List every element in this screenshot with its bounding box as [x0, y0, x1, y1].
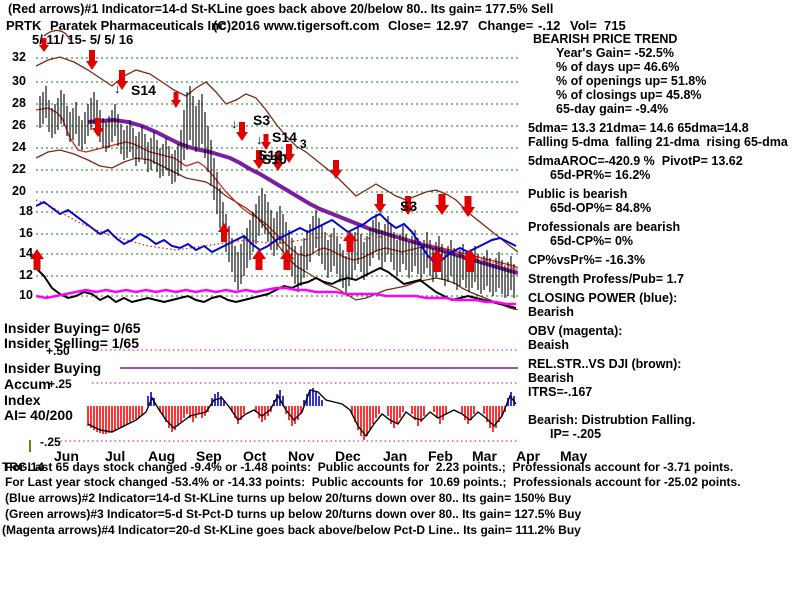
x-tick-dec: Dec	[335, 448, 361, 464]
stat-years-gain: Year's Gain= -52.5%	[556, 46, 674, 60]
y-tick-18: 18	[19, 204, 33, 218]
ip-line: IP= -.205	[550, 427, 602, 441]
bollinger-upper-band	[36, 56, 518, 253]
signal-label-1: S3	[253, 112, 270, 128]
insider-buying-accum-line2: Accum	[4, 376, 51, 392]
signal-label-6: S3	[400, 198, 417, 214]
y-tick-32: 32	[12, 50, 26, 64]
trg-overlay-label: TRG.14	[2, 460, 45, 474]
insider-buying-accum-line1: Insider Buying	[4, 360, 102, 376]
obv-label: OBV (magenta):	[528, 324, 623, 338]
professional-sentiment-line: Professionals are bearish	[528, 220, 681, 234]
signal-label-5: S10	[262, 151, 287, 167]
header-pointer-curve	[43, 29, 73, 43]
cp-vs-pr-line: CP%vsPr%= -16.3%	[528, 253, 646, 267]
bottom-line-indicator-2: (Blue arrows)#2 Indicator=14-d St-KLine …	[5, 491, 572, 505]
itrs-line: ITRS=-.167	[528, 385, 593, 399]
level-label-plus-50: +.50	[46, 344, 70, 358]
ma-21-day-line	[36, 107, 518, 269]
y-tick-16: 16	[19, 226, 33, 240]
y-tick-12: 12	[19, 268, 33, 282]
signal-arrow-glyph-2: ↓	[256, 132, 263, 147]
signal-label-2: S14	[272, 129, 297, 145]
x-tick-oct: Oct	[243, 448, 267, 464]
bottom-line-indicator-3: (Green arrows)#3 Indicator=5-d St-Pct-D …	[5, 507, 582, 521]
y-tick-28: 28	[12, 96, 26, 110]
bottom-line-lastyear: For Last year stock changed -53.4% or -1…	[5, 475, 741, 489]
y-tick-22: 22	[12, 162, 26, 176]
y-tick-24: 24	[12, 140, 26, 154]
signal-label-0: S14	[131, 82, 156, 98]
ai-ratio-label: AI= 40/200	[4, 407, 73, 423]
signal-arrow-glyph-1: ↓	[231, 116, 238, 131]
x-tick-feb: Feb	[428, 448, 453, 464]
x-tick-may: May	[560, 448, 588, 464]
header-close-value: 12.97	[436, 18, 469, 33]
insider-buying-count: Insider Buying= 0/65	[4, 320, 141, 336]
obv-value: Beaish	[528, 338, 569, 352]
signal-arrows-red-sell	[30, 38, 478, 272]
x-tick-mar: Mar	[472, 448, 497, 464]
insider-selling-count: Insider Selling= 1/65	[4, 335, 140, 351]
header-ticker: PRTK	[6, 18, 42, 33]
signal-arrow-glyph-0: ↓	[114, 81, 121, 96]
header-indicator-line: (Red arrows)#1 Indicator=14-d St-KLine g…	[8, 2, 554, 16]
y-tick-20: 20	[12, 184, 26, 198]
level-label-plus-25: +.25	[48, 377, 72, 391]
obv-black-line	[36, 266, 517, 309]
signal-labels-group: S14 S3 S14 3 S12 S10 S3 ↓ ↓ ↓	[114, 81, 417, 214]
y-tick-14: 14	[19, 246, 33, 260]
x-tick-sep: Sep	[196, 448, 222, 464]
aroc-pivot-line: 5dmaAROC=-420.9 % PivotP= 13.62	[528, 154, 743, 168]
header-change-label: Change=	[478, 18, 534, 33]
rel-strength-label: REL.STR..VS DJI (brown):	[528, 357, 682, 371]
x-tick-jan: Jan	[383, 448, 408, 464]
stat-openings-up: % of openings up= 51.8%	[556, 74, 707, 88]
signal-label-4: S12	[258, 147, 283, 163]
dma-values-line: 5dma= 13.3 21dma= 14.6 65dma=14.8	[528, 121, 749, 135]
header-close-label: Close=	[388, 18, 431, 33]
chart-gridlines	[36, 57, 518, 297]
x-tick-jun: Jun	[54, 448, 79, 464]
stat-closings-up: % of closings up= 45.8%	[556, 88, 702, 102]
header-copyright: (C)2016 www.tigersoft.com	[213, 18, 380, 33]
x-tick-nov: Nov	[288, 448, 315, 464]
y-tick-30: 30	[12, 74, 26, 88]
y-tick-10: 10	[19, 288, 33, 302]
closing-power-value: Bearish	[528, 305, 574, 319]
header-company: Paratek Pharmaceuticals Inc	[50, 18, 227, 33]
stat-65day-gain: 65-day gain= -9.4%	[556, 102, 669, 116]
accumulation-index-line	[87, 389, 517, 438]
x-tick-apr: Apr	[516, 448, 541, 464]
level-label-minus-25: -.25	[40, 435, 61, 449]
op-percent-line: 65d-OP%= 84.8%	[550, 201, 652, 215]
chart-date-range: 5/ 11/ 15- 5/ 5/ 16	[32, 32, 134, 47]
header-volume-label: Vol=	[570, 18, 597, 33]
closing-power-label: CLOSING POWER (blue):	[528, 291, 678, 305]
dma-trend-line: Falling 5-dma falling 21-dma rising 65-d…	[528, 135, 788, 149]
distribution-line: Bearish: Distrubtion Falling.	[528, 413, 696, 427]
bollinger-lower-band	[36, 149, 518, 310]
header-volume-value: 715	[604, 18, 626, 33]
accumulation-index-histogram	[87, 388, 517, 440]
bottom-line-indicator-4: (Magenta arrows)#4 Indicator=20-d St-KLi…	[2, 523, 581, 537]
strength-profess-pub-line: Strength Profess/Pub= 1.7	[528, 272, 684, 286]
x-tick-jul: Jul	[105, 448, 126, 464]
right-panel-title: BEARISH PRICE TREND	[533, 32, 678, 46]
cp-percent-line: 65d-CP%= 0%	[550, 234, 634, 248]
x-tick-aug: Aug	[148, 448, 176, 464]
rel-strength-value: Bearish	[528, 371, 574, 385]
obv-magenta-line	[36, 286, 516, 306]
pr-percent-line: 65d-PR%= 16.2%	[550, 168, 651, 182]
public-sentiment-line: Public is bearish	[528, 187, 628, 201]
signal-label-3: 3	[300, 137, 307, 151]
y-tick-26: 26	[12, 118, 26, 132]
bottom-line-65days: For Last 65 days stock changed -9.4% or …	[5, 460, 734, 474]
stat-days-up: % of days up= 46.6%	[556, 60, 680, 74]
insider-buying-accum-line3: Index	[4, 392, 41, 408]
header-change-value: -.12	[538, 18, 561, 33]
